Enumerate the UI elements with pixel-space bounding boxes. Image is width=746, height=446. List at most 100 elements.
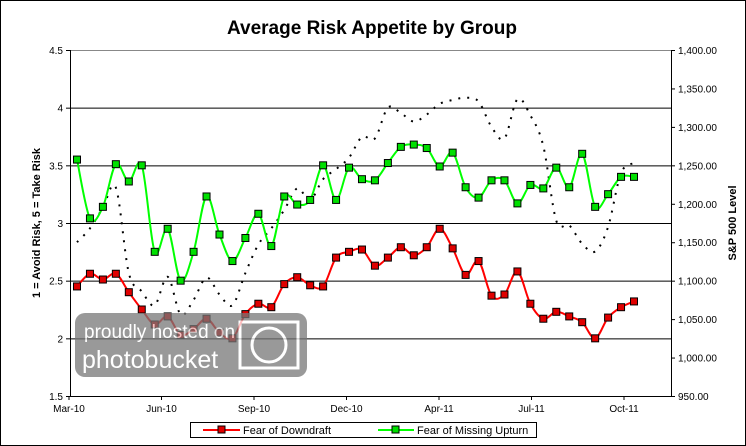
upturn-point xyxy=(202,192,211,201)
downdraft-point xyxy=(332,253,341,262)
upturn-point xyxy=(176,276,185,285)
upturn-point xyxy=(604,190,613,199)
upturn-point xyxy=(98,202,107,211)
upturn-point xyxy=(111,160,120,169)
y-tick-label: 2 xyxy=(57,334,63,345)
watermark-line2: photobucket xyxy=(82,346,218,374)
upturn-point xyxy=(396,142,405,151)
downdraft-point xyxy=(383,253,392,262)
downdraft-point xyxy=(85,269,94,278)
downdraft-point xyxy=(617,303,626,312)
upturn-point xyxy=(228,257,237,266)
upturn-point xyxy=(383,159,392,168)
upturn-point xyxy=(539,184,548,193)
downdraft-point xyxy=(539,314,548,323)
downdraft-point xyxy=(370,261,379,270)
y2-axis-title: S&P 500 Level xyxy=(727,185,739,260)
downdraft-point xyxy=(357,245,366,254)
downdraft-point xyxy=(435,224,444,233)
watermark-line1: proudly hosted on xyxy=(84,322,235,343)
upturn-point xyxy=(73,155,81,164)
downdraft-point xyxy=(396,243,405,252)
y-tick-label: 4.5 xyxy=(49,46,63,57)
y2-tick-label: 1,150.00 xyxy=(678,238,717,249)
downdraft-point xyxy=(293,273,302,282)
upturn-point xyxy=(319,161,328,170)
upturn-point xyxy=(293,200,302,209)
x-tick-label: Mar-10 xyxy=(53,404,85,415)
downdraft-point xyxy=(591,334,600,343)
y2-tick-label: 1,400.00 xyxy=(678,46,717,57)
upturn-point xyxy=(422,144,431,153)
upturn-point xyxy=(617,172,626,181)
chart-title: Average Risk Appetite by Group xyxy=(227,18,517,39)
upturn-point xyxy=(241,233,250,242)
y2-tick-label: 1,200.00 xyxy=(678,200,717,211)
y2-tick-label: 1,050.00 xyxy=(678,315,717,326)
upturn-point xyxy=(280,192,289,201)
upturn-point xyxy=(487,176,496,185)
downdraft-point xyxy=(474,257,483,266)
axes: 1.5 2 2.5 3 3.5 4 4.5 950.00 1,000.00 1,050.00 1,1… xyxy=(49,46,717,415)
downdraft-point xyxy=(513,267,522,276)
upturn-point xyxy=(215,230,224,239)
legend-label-upturn: Fear of Missing Upturn xyxy=(417,425,528,437)
upturn-point xyxy=(448,148,457,157)
downdraft-point xyxy=(124,288,133,297)
x-tick-label: Sep-10 xyxy=(238,404,271,415)
upturn-point xyxy=(189,247,198,256)
downdraft-point xyxy=(487,291,496,300)
upturn-point xyxy=(630,172,638,181)
downdraft-point xyxy=(578,318,587,327)
upturn-point xyxy=(591,202,600,211)
downdraft-point xyxy=(73,282,81,291)
y-tick-label: 4 xyxy=(57,104,63,115)
upturn-point xyxy=(345,163,354,172)
downdraft-point xyxy=(500,290,509,299)
legend-marker-upturn xyxy=(391,425,400,434)
camera-icon xyxy=(238,320,300,370)
y2-tick-label: 1,300.00 xyxy=(678,123,717,134)
y2-tick-label: 1,100.00 xyxy=(678,277,717,288)
downdraft-point xyxy=(111,269,120,278)
downdraft-point xyxy=(526,299,535,308)
upturn-point xyxy=(409,140,418,149)
y-tick-label: 2.5 xyxy=(49,277,63,288)
upturn-point xyxy=(124,177,133,186)
downdraft-point xyxy=(267,303,276,312)
upturn-point xyxy=(332,195,341,204)
x-tick-label: Jun-10 xyxy=(146,404,177,415)
upturn-point xyxy=(513,199,522,208)
y2-tick-label: 1,250.00 xyxy=(678,161,717,172)
upturn-point xyxy=(435,162,444,171)
downdraft-point xyxy=(280,280,289,289)
x-tick-label: Dec-10 xyxy=(330,404,363,415)
downdraft-point xyxy=(565,312,574,321)
upturn-point xyxy=(137,161,146,170)
downdraft-point xyxy=(345,247,354,256)
upturn-point xyxy=(461,183,470,192)
upturn-point xyxy=(552,163,561,172)
y2-tick-label: 1,000.00 xyxy=(678,354,717,365)
upturn-point xyxy=(85,214,94,223)
downdraft-point xyxy=(137,305,146,314)
y-tick-label: 3.5 xyxy=(49,161,63,172)
upturn-point xyxy=(254,209,263,218)
y2-tick-label: 1,350.00 xyxy=(678,84,717,95)
series-layer xyxy=(73,96,638,343)
y-tick-label: 1.5 xyxy=(49,392,63,403)
x-tick-label: Jul-11 xyxy=(518,404,545,415)
legend-label-downdraft: Fear of Downdraft xyxy=(243,425,331,437)
legend-marker-downdraft xyxy=(217,425,226,434)
upturn-point xyxy=(474,193,483,202)
legend: Fear of Downdraft Fear of Missing Upturn xyxy=(190,422,537,438)
upturn-point xyxy=(565,183,574,192)
upturn-point xyxy=(150,247,159,256)
downdraft-point xyxy=(604,313,613,322)
upturn-point xyxy=(267,242,276,251)
sp500-line xyxy=(76,96,635,317)
upturn-point xyxy=(163,224,172,233)
downdraft-point xyxy=(306,281,315,290)
upturn-point xyxy=(306,195,315,204)
